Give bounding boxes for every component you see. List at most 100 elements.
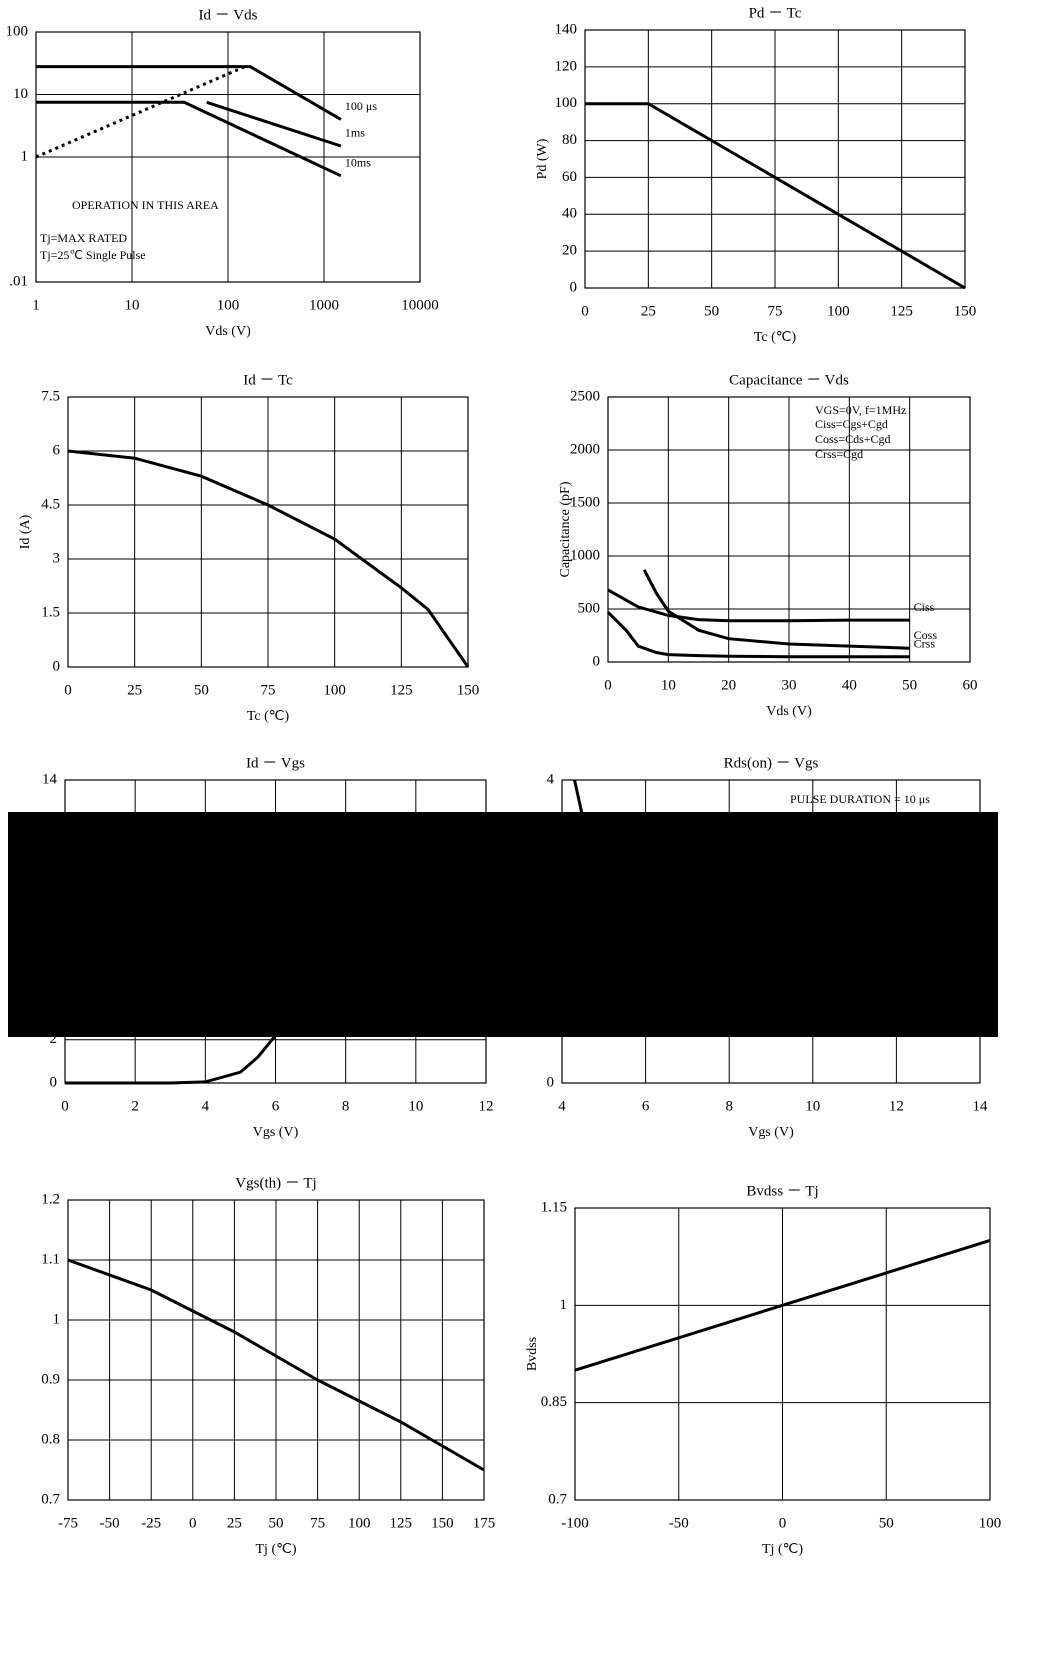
y-tick-label: 14 (42, 771, 58, 787)
x-tick-label: 0 (189, 1515, 197, 1531)
y-tick-label: 40 (562, 206, 577, 222)
x-tick-label: 12 (479, 1098, 494, 1114)
y-axis-label: Capacitance (pF) (558, 481, 573, 577)
x-tick-label: -25 (141, 1515, 161, 1531)
series-label: Ciss (914, 600, 935, 614)
x-tick-label: 2 (131, 1098, 139, 1114)
y-tick-label: 0.7 (41, 1491, 60, 1507)
x-tick-label: 50 (269, 1515, 284, 1531)
y-tick-label: 6 (53, 442, 61, 458)
y-tick-label: 4.5 (41, 496, 60, 512)
series-line (642, 569, 910, 650)
y-tick-label: 140 (555, 21, 578, 37)
x-tick-label: 75 (261, 682, 276, 698)
x-tick-label: 100 (323, 682, 346, 698)
x-tick-label: 10 (661, 677, 676, 693)
x-tick-label: 100 (979, 1515, 1002, 1531)
x-tick-label: 50 (902, 677, 917, 693)
annotation: OPERATION IN THIS AREA (72, 198, 219, 212)
y-tick-label: 80 (562, 132, 577, 148)
x-tick-label: 8 (342, 1098, 350, 1114)
x-tick-label: 8 (725, 1098, 733, 1114)
annotation: Coss=Cds+Cgd (815, 432, 891, 446)
y-tick-label: 1.15 (541, 1199, 567, 1215)
x-tick-label: 1 (32, 297, 40, 313)
series-line (36, 100, 342, 178)
x-tick-label: 125 (390, 1515, 413, 1531)
series-label: Coss (914, 628, 938, 642)
y-tick-label: 20 (562, 243, 577, 259)
y-tick-label: 0 (53, 658, 61, 674)
series-line (574, 1238, 991, 1372)
y-tick-label: 2 (50, 1031, 58, 1047)
y-axis-label: Pd (W) (535, 138, 550, 179)
chart-title: Pd － Tc (749, 5, 802, 21)
x-tick-label: 0 (779, 1515, 787, 1531)
chart-title: Id － Tc (243, 372, 293, 388)
series-line (607, 588, 910, 623)
series-line (36, 65, 342, 121)
x-tick-label: 150 (954, 303, 977, 319)
x-axis-label: Tj (℃) (256, 1542, 297, 1557)
x-tick-label: 25 (127, 682, 142, 698)
y-tick-label: 2500 (570, 388, 600, 404)
x-tick-label: 12 (889, 1098, 904, 1114)
x-tick-label: 100 (348, 1515, 371, 1531)
x-axis-label: Tc (℃) (754, 330, 797, 345)
y-tick-label: 1000 (570, 547, 600, 563)
x-tick-label: 125 (890, 303, 913, 319)
series-line (67, 1258, 485, 1472)
chart-title: Id － Vgs (246, 755, 305, 771)
annotation: Tj=25℃ Single Pulse (40, 248, 146, 262)
y-tick-label: 0.9 (41, 1371, 60, 1387)
y-tick-label: 0 (593, 653, 601, 669)
x-tick-label: 50 (194, 682, 209, 698)
series-line (606, 611, 910, 659)
x-tick-label: 0 (581, 303, 589, 319)
x-tick-label: 25 (641, 303, 656, 319)
x-axis-label: Vds (V) (205, 324, 251, 339)
annotation: VGS=0V, f=1MHz (815, 403, 906, 417)
y-tick-label: 0.7 (548, 1491, 567, 1507)
y-axis-label: Bvdss (525, 1337, 540, 1371)
x-tick-label: 0 (604, 677, 612, 693)
x-tick-label: 75 (310, 1515, 325, 1531)
x-tick-label: 25 (227, 1515, 242, 1531)
x-tick-label: 60 (963, 677, 978, 693)
y-axis-label: Id (A) (0, 139, 1, 174)
chart-title: Vgs(th) － Tj (235, 1175, 316, 1191)
annotation: Crss=Cgd (815, 447, 863, 461)
x-tick-label: -50 (100, 1515, 120, 1531)
y-tick-label: 0.8 (41, 1431, 60, 1447)
chart-title: Id － Vds (199, 7, 258, 23)
y-tick-label: 3 (53, 550, 61, 566)
y-tick-label: 100 (555, 95, 578, 111)
x-tick-label: 40 (842, 677, 857, 693)
series-label: 100 μs (345, 99, 377, 113)
x-tick-label: 75 (768, 303, 783, 319)
x-tick-label: 150 (431, 1515, 454, 1531)
series-line (206, 100, 342, 148)
chart-title: Rds(on) － Vgs (724, 755, 819, 771)
redaction-block (8, 812, 998, 1037)
y-tick-label: 1 (53, 1311, 61, 1327)
series-label: Crss (914, 636, 936, 650)
y-tick-label: 100 (6, 23, 29, 39)
x-tick-label: 10 (805, 1098, 820, 1114)
y-tick-label: 2000 (570, 441, 600, 457)
x-tick-label: 14 (973, 1098, 989, 1114)
y-tick-label: 1 (560, 1297, 568, 1313)
x-tick-label: 0 (64, 682, 72, 698)
y-tick-label: 1.5 (41, 604, 60, 620)
x-tick-label: 100 (827, 303, 850, 319)
x-axis-label: Tc (℃) (247, 709, 290, 724)
x-tick-label: 175 (473, 1515, 496, 1531)
x-tick-label: 4 (202, 1098, 210, 1114)
series-label: 10ms (345, 156, 371, 170)
y-tick-label: 0 (547, 1074, 555, 1090)
x-tick-label: 50 (704, 303, 719, 319)
x-tick-label: -50 (669, 1515, 689, 1531)
series-line (67, 449, 470, 668)
y-tick-label: 1.2 (41, 1191, 60, 1207)
x-axis-label: Vds (V) (766, 704, 812, 719)
